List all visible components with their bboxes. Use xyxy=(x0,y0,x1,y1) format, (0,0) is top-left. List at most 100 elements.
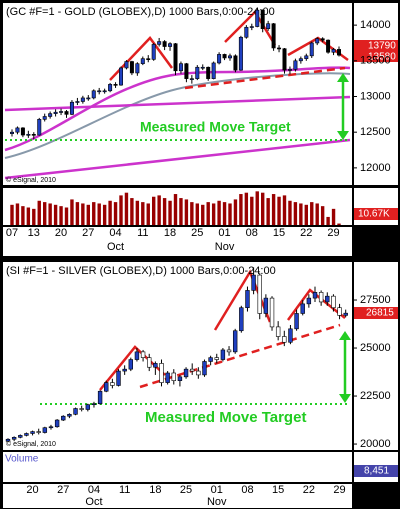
candle-body xyxy=(140,351,146,358)
moving-average xyxy=(4,72,351,159)
candle-body xyxy=(282,336,287,343)
volume-bar xyxy=(43,202,47,225)
candle-body xyxy=(222,54,227,59)
candle-body xyxy=(54,419,60,428)
candle-body xyxy=(282,48,287,71)
y-tick-label: 27500 xyxy=(360,294,391,306)
volume-bar xyxy=(70,199,74,225)
candle-body xyxy=(249,26,254,28)
candle-body xyxy=(315,38,320,44)
candle-body xyxy=(80,97,85,102)
x-tick-label: 11 xyxy=(119,484,130,496)
price-axis xyxy=(354,3,398,185)
candle-body xyxy=(217,54,222,64)
candle-body xyxy=(343,312,348,316)
volume-bar xyxy=(195,203,199,225)
candle-body xyxy=(48,426,54,429)
x-tick-label: 25 xyxy=(180,484,192,496)
date-axis xyxy=(3,484,352,508)
volume-bar xyxy=(75,202,80,225)
volume-bar xyxy=(239,194,243,225)
candle-body xyxy=(36,431,41,433)
x-tick-label: 07 xyxy=(6,227,18,239)
y-tick-label: 12500 xyxy=(360,126,391,138)
month-label: Nov xyxy=(207,496,227,508)
candle-body xyxy=(260,9,265,29)
x-tick-label: 15 xyxy=(273,227,285,239)
price-readout: 26815 xyxy=(366,308,394,319)
candle-body xyxy=(10,131,15,134)
x-tick-label: 27 xyxy=(57,484,69,496)
volume-bar xyxy=(261,192,265,225)
price-readout: 13580 xyxy=(368,52,396,63)
candle-body xyxy=(42,427,48,433)
candle-body xyxy=(104,382,109,392)
volume-bar xyxy=(266,198,270,225)
candle-body xyxy=(85,404,91,410)
month-label: Oct xyxy=(107,241,124,253)
x-tick-label: 08 xyxy=(246,227,258,239)
candle-body xyxy=(266,23,271,29)
neckline xyxy=(184,66,346,90)
x-tick-label: 20 xyxy=(55,227,67,239)
volume-bar xyxy=(10,204,14,225)
volume-bar xyxy=(211,203,216,225)
volume-bar xyxy=(37,200,41,225)
y-tick-label: 13500 xyxy=(360,55,391,67)
x-tick-label: 20 xyxy=(26,484,38,496)
x-tick-label: 18 xyxy=(149,484,161,496)
x-tick-label: 15 xyxy=(272,484,284,496)
candle-body xyxy=(233,55,238,71)
pattern-line xyxy=(109,36,174,81)
y-tick-label: 25000 xyxy=(360,342,391,354)
candle-body xyxy=(113,84,118,86)
volume-bar xyxy=(124,192,129,225)
readout-box xyxy=(354,51,398,62)
candle-body xyxy=(128,359,133,370)
candle-body xyxy=(200,66,205,69)
candle-body xyxy=(171,372,176,381)
candle-body xyxy=(195,66,200,79)
volume-bar xyxy=(81,203,85,225)
x-tick-label: 18 xyxy=(164,227,176,239)
candle-body xyxy=(336,49,341,56)
candle-body xyxy=(255,9,260,27)
x-tick-label: 22 xyxy=(300,227,312,239)
candle-body xyxy=(196,370,201,376)
candle-body xyxy=(226,349,232,353)
candle-body xyxy=(18,435,23,438)
volume-bar xyxy=(271,194,276,225)
candle-body xyxy=(162,41,167,47)
volume-bar xyxy=(282,195,287,225)
volume-bar xyxy=(119,195,123,225)
volume-bar xyxy=(26,207,31,225)
volume-bar xyxy=(217,200,221,225)
candle-body xyxy=(64,111,69,115)
candle-body xyxy=(190,368,195,372)
volume-bar xyxy=(233,199,238,225)
volume-pane xyxy=(3,452,352,482)
candle-body xyxy=(67,413,72,417)
volume-bar xyxy=(86,204,90,225)
chart-title: (SI #F=1 - SILVER (GLOBEX),D) 1000 Bars,… xyxy=(6,265,276,277)
candle-body xyxy=(122,368,127,372)
candle-body xyxy=(189,78,194,80)
volume-bar xyxy=(184,199,189,225)
volume-bar xyxy=(102,204,107,225)
arrow-head xyxy=(337,73,349,82)
neckline xyxy=(139,323,341,389)
candle-body xyxy=(30,431,35,434)
candle-body xyxy=(31,134,36,136)
candle-body xyxy=(257,274,262,314)
candle-body xyxy=(79,408,84,410)
volume-bar xyxy=(15,203,20,225)
volume-bar xyxy=(32,208,36,225)
candle-body xyxy=(277,47,282,50)
volume-bar xyxy=(255,191,259,225)
candle-body xyxy=(206,66,211,79)
candle-body xyxy=(263,297,269,314)
candle-body xyxy=(73,408,78,415)
month-label: Oct xyxy=(85,496,102,508)
candle-body xyxy=(110,382,115,386)
